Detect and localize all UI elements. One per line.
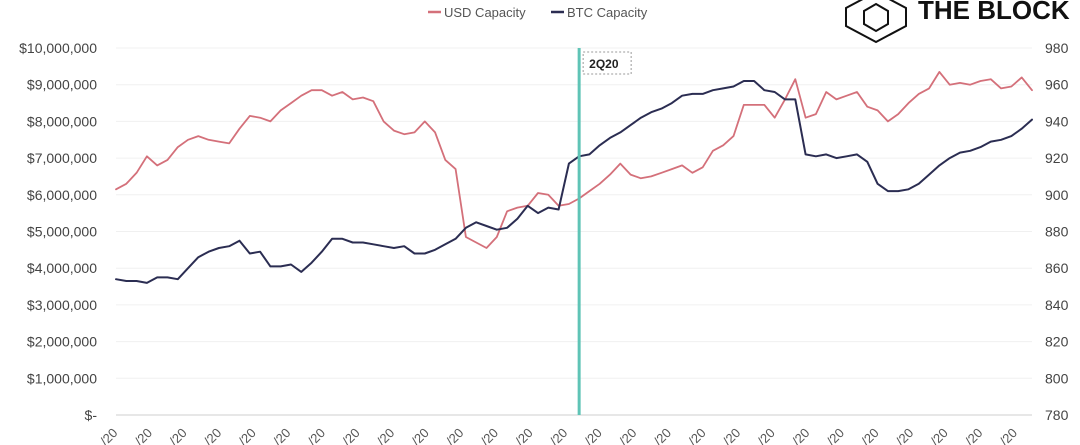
y-left-tick-label: $-	[85, 407, 98, 423]
x-tick-label: /20	[201, 425, 224, 445]
y-left-tick-label: $8,000,000	[27, 113, 97, 129]
x-tick-label: /20	[720, 425, 743, 445]
brand-logo: THE BLOCK	[845, 0, 1070, 44]
legend-label-btc: BTC Capacity	[567, 5, 648, 20]
y-left-tick-label: $6,000,000	[27, 187, 97, 203]
y-right-tick-label: 880	[1045, 224, 1069, 240]
x-tick-label: /20	[893, 425, 916, 445]
y-right-tick-label: 860	[1045, 260, 1069, 276]
cube-logo-icon	[845, 0, 907, 44]
x-tick-label: /20	[236, 425, 259, 445]
x-tick-label: /20	[374, 425, 397, 445]
x-tick-label: /20	[132, 425, 155, 445]
y-left-tick-label: $4,000,000	[27, 260, 97, 276]
y-right-tick-label: 800	[1045, 370, 1069, 386]
x-tick-label: /20	[824, 425, 847, 445]
x-tick-label: /20	[789, 425, 812, 445]
x-tick-label: /20	[443, 425, 466, 445]
x-tick-label: /20	[512, 425, 535, 445]
y-right-tick-label: 840	[1045, 297, 1069, 313]
x-tick-label: /20	[997, 425, 1020, 445]
annotation-label-box	[582, 51, 632, 75]
x-tick-label: /20	[755, 425, 778, 445]
y-right-tick-label: 780	[1045, 407, 1069, 423]
x-tick-label: /20	[270, 425, 293, 445]
x-tick-label: /20	[858, 425, 881, 445]
y-right-tick-label: 820	[1045, 334, 1069, 350]
x-tick-label: /20	[339, 425, 362, 445]
y-left-tick-label: $7,000,000	[27, 150, 97, 166]
x-tick-label: /20	[962, 425, 985, 445]
y-left-tick-label: $9,000,000	[27, 77, 97, 93]
gridlines	[116, 47, 1032, 379]
x-tick-label: /20	[928, 425, 951, 445]
x-axis: /20/20/20/20/20/20/20/20/20/20/20/20/20 /…	[97, 425, 1020, 445]
y-right-tick-label: 920	[1045, 150, 1069, 166]
y-axis-left: $10,000,000 $9,000,000 $8,000,000 $7,000,00…	[19, 40, 97, 423]
annotation-label: 2Q20	[589, 57, 619, 71]
x-tick-label: /20	[547, 425, 570, 445]
y-left-tick-label: $3,000,000	[27, 297, 97, 313]
x-tick-label: /20	[651, 425, 674, 445]
y-right-tick-label: 940	[1045, 113, 1069, 129]
btc-capacity-line	[115, 80, 1033, 284]
x-tick-label: /20	[685, 425, 708, 445]
x-tick-label: /20	[305, 425, 328, 445]
series-layer	[115, 71, 1033, 284]
x-tick-label: /20	[616, 425, 639, 445]
x-tick-label: /20	[478, 425, 501, 445]
x-tick-label: /20	[97, 425, 120, 445]
legend-label-usd: USD Capacity	[444, 5, 526, 20]
usd-capacity-line	[115, 71, 1033, 249]
y-axis-right: 980 960 940 920 900 880 860 840 820 800 780	[1045, 40, 1069, 423]
x-tick-label: /20	[582, 425, 605, 445]
y-right-tick-label: 900	[1045, 187, 1069, 203]
x-tick-label: /20	[409, 425, 432, 445]
y-right-tick-label: 960	[1045, 77, 1069, 93]
y-left-tick-label: $1,000,000	[27, 370, 97, 386]
annotation-2q20: 2Q20	[577, 48, 632, 415]
x-tick-label: /20	[166, 425, 189, 445]
y-left-tick-label: $10,000,000	[19, 40, 97, 56]
y-right-tick-label: 980	[1045, 40, 1069, 56]
y-left-tick-label: $2,000,000	[27, 334, 97, 350]
y-left-tick-label: $5,000,000	[27, 224, 97, 240]
brand-name: THE BLOCK	[918, 0, 1070, 25]
legend: USD Capacity BTC Capacity	[428, 5, 648, 20]
